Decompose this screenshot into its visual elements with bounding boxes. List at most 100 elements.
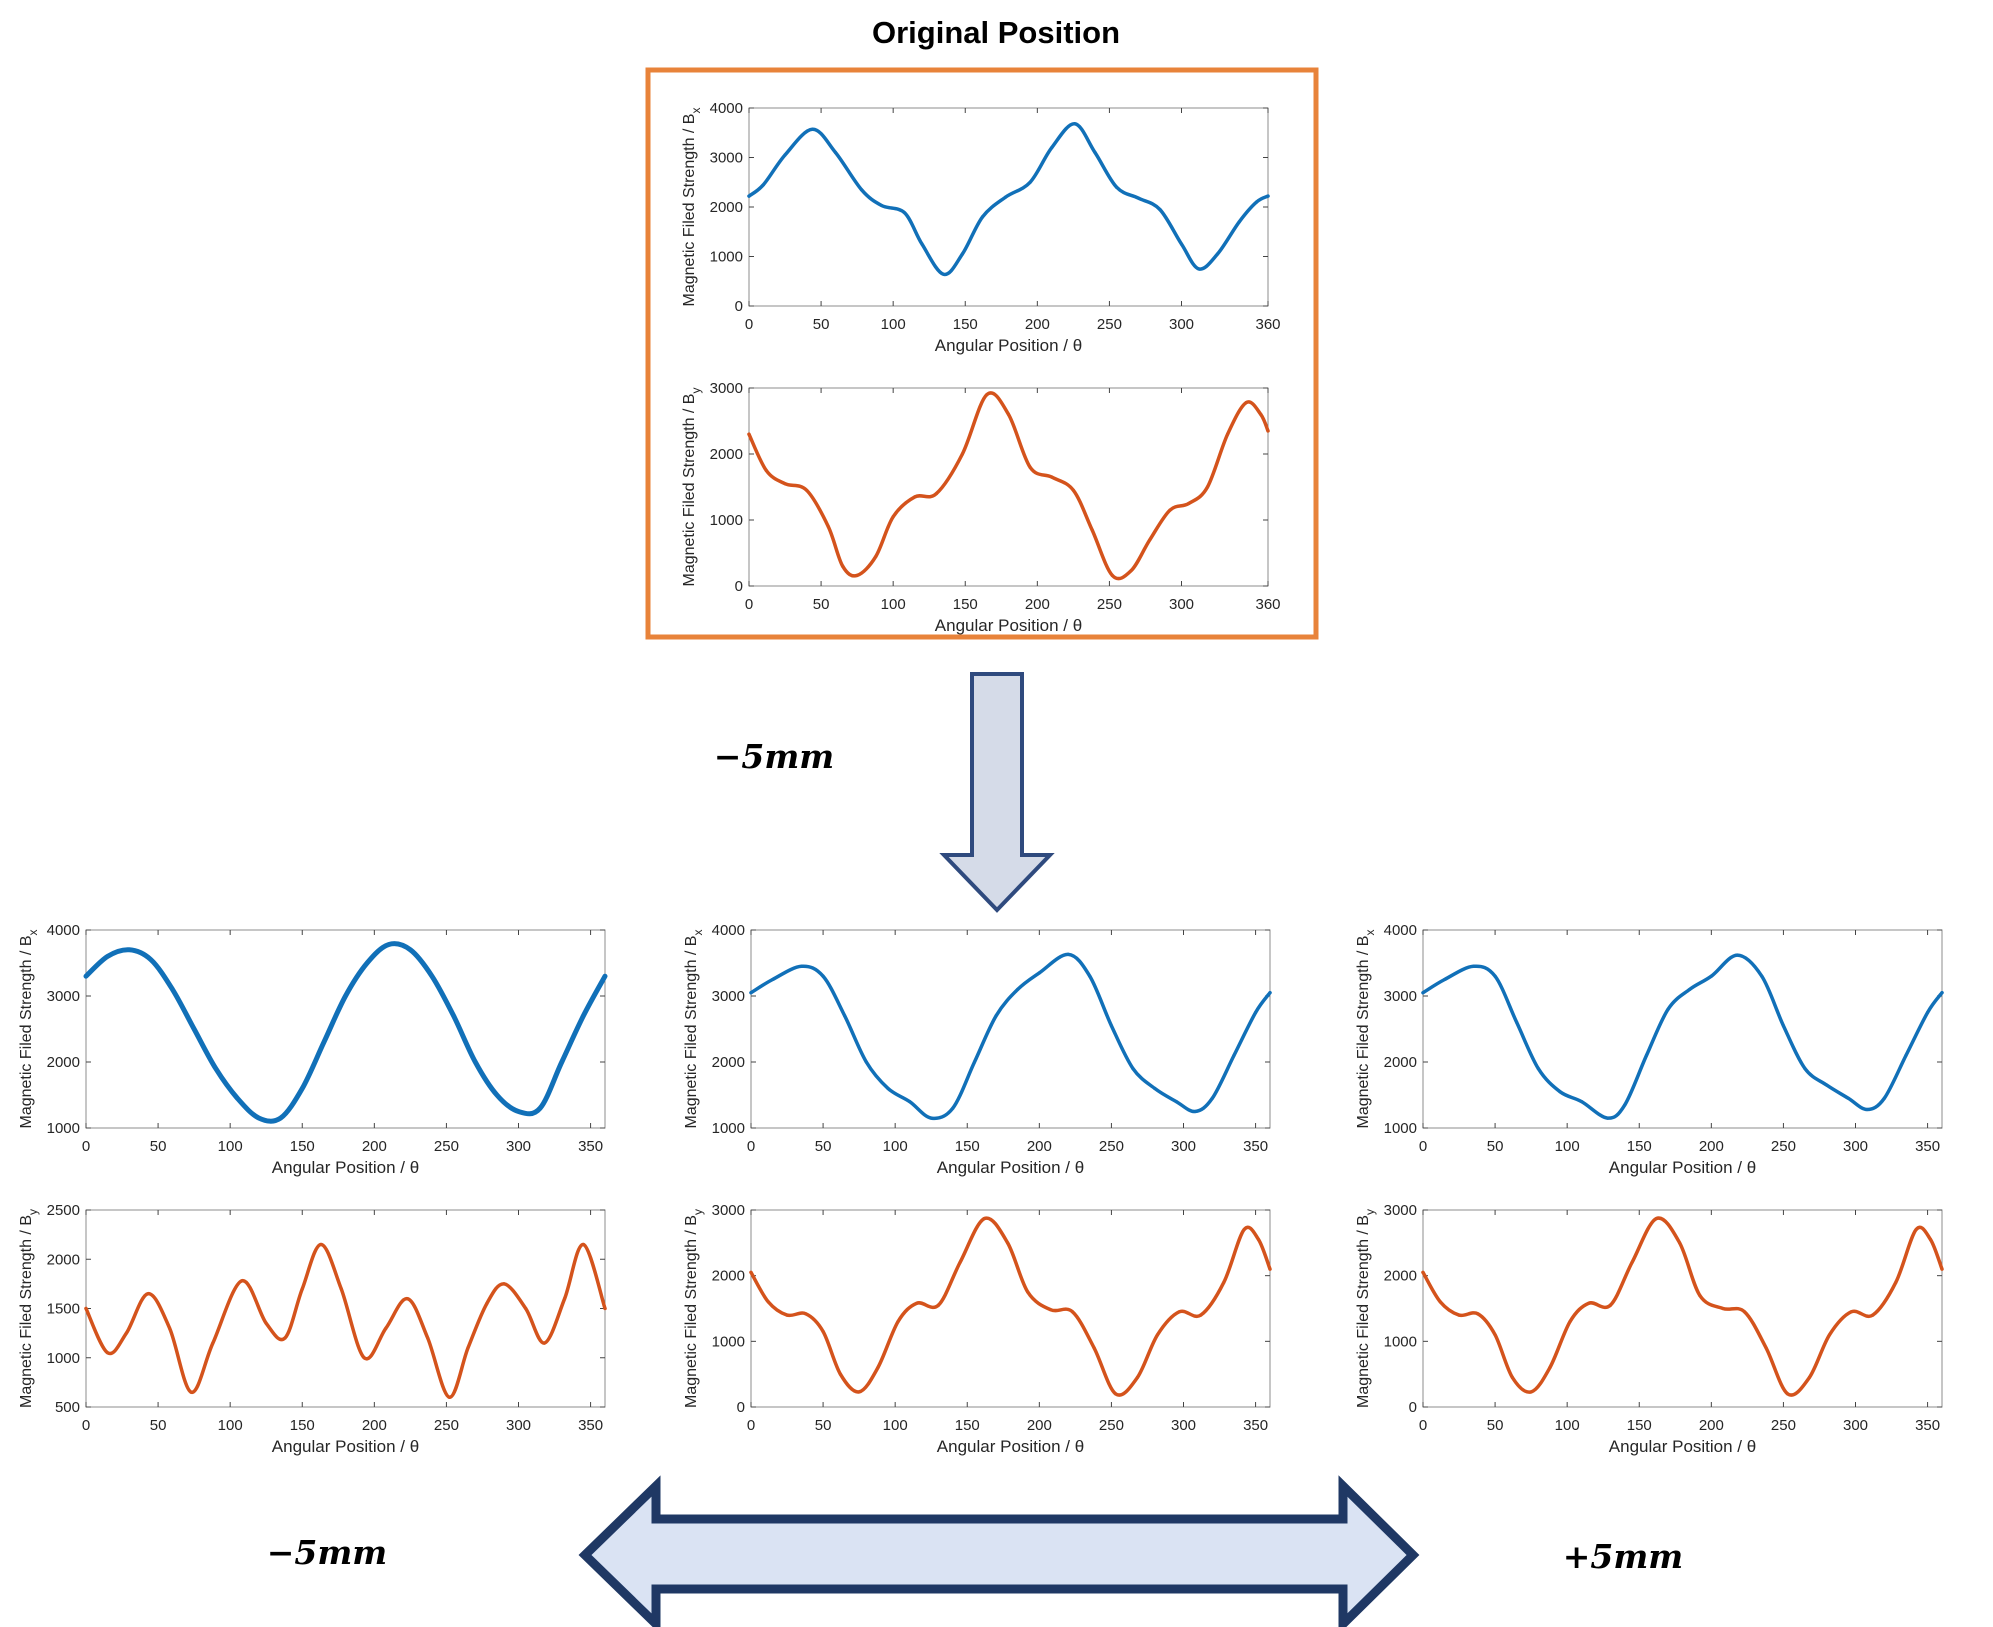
data-point <box>1580 1100 1584 1104</box>
x-tick-label: 100 <box>218 1417 243 1434</box>
data-point <box>915 1301 919 1305</box>
y-tick-label: 3000 <box>1384 988 1417 1005</box>
x-tick-label: 350 <box>578 1417 603 1434</box>
y-axis-label-subscript: y <box>1363 1209 1377 1215</box>
data-point <box>1666 1007 1670 1011</box>
data-point <box>240 1279 244 1283</box>
data-point <box>1443 977 1447 982</box>
data-point <box>857 1390 861 1394</box>
data-point <box>1471 964 1476 968</box>
data-point <box>365 961 369 965</box>
x-tick-label: 0 <box>82 1417 90 1434</box>
data-point <box>805 488 809 492</box>
y-axis-label-subscript: y <box>689 388 703 394</box>
y-tick-label: 4000 <box>47 922 80 939</box>
data-point <box>1268 991 1272 995</box>
x-tick-label: 100 <box>1555 1417 1580 1434</box>
data-point <box>405 1297 410 1301</box>
data-point <box>581 1242 586 1247</box>
plot-area <box>1422 1209 1943 1408</box>
data-point <box>749 991 753 995</box>
x-tick-label: 350 <box>1243 1417 1268 1434</box>
data-point <box>1421 1270 1425 1274</box>
data-point <box>1114 1392 1118 1396</box>
data-point <box>1016 987 1020 992</box>
x-tick-label: 300 <box>506 1138 531 1155</box>
data-point <box>1825 1083 1829 1087</box>
x-tick-label: 100 <box>883 1138 908 1155</box>
y-tick-label: 3000 <box>1384 1202 1417 1219</box>
x-tick-label: 200 <box>1699 1417 1724 1434</box>
data-point <box>1254 200 1259 204</box>
data-point <box>1179 242 1184 246</box>
data-point <box>1529 1390 1533 1394</box>
y-axis-label-subscript: y <box>26 1209 40 1215</box>
data-point <box>1109 1024 1113 1028</box>
data-point <box>747 194 751 198</box>
y-axis-label-subscript: x <box>691 930 705 936</box>
data-point <box>170 987 175 992</box>
y-axis-label-text: Magnetic Filed Strength / B <box>683 936 700 1129</box>
x-tick-label: 0 <box>747 1138 755 1155</box>
data-point <box>1004 195 1008 199</box>
data-point <box>1050 146 1054 150</box>
data-point <box>1168 508 1172 512</box>
data-point <box>214 1067 218 1071</box>
data-point <box>1205 485 1210 489</box>
data-point <box>447 1395 451 1399</box>
data-point <box>1914 1228 1918 1232</box>
y-axis-label: Magnetic Filed Strength / Bx <box>681 108 703 307</box>
y-tick-label: 3000 <box>710 150 743 167</box>
y-tick-label: 1500 <box>47 1301 80 1318</box>
data-point <box>1028 465 1032 469</box>
data-point <box>1148 538 1152 542</box>
data-point <box>408 948 412 952</box>
y-axis-label-text: Magnetic Filed Strength / B <box>1355 1215 1372 1408</box>
data-point <box>804 1312 808 1316</box>
data-point <box>485 1302 489 1306</box>
data-point <box>1026 1290 1030 1294</box>
data-point <box>1421 991 1425 995</box>
chart-orig-bx: 0 50 100 150 200 250 300 360 0 1000 2000 3000 4000 An… <box>681 100 1281 355</box>
data-point <box>1721 1306 1725 1311</box>
y-axis-label-text: Magnetic Filed Strength / B <box>1355 936 1372 1129</box>
x-tick-label: 200 <box>1699 1138 1724 1155</box>
data-point <box>189 1390 193 1394</box>
shift-right-label: +5mm <box>1563 1537 1683 1576</box>
x-axis-label: Angular Position / θ <box>272 1158 419 1177</box>
data-point <box>603 974 607 978</box>
data-point <box>960 252 965 256</box>
data-point <box>502 1282 506 1286</box>
data-point <box>826 525 830 529</box>
y-axis-label-subscript: x <box>26 930 40 936</box>
data-point <box>761 183 766 187</box>
data-point <box>1266 429 1270 433</box>
data-point <box>876 1366 880 1370</box>
data-point <box>1153 1086 1157 1090</box>
data-point <box>1259 412 1263 416</box>
data-point <box>1781 1024 1785 1028</box>
data-point <box>168 1326 172 1330</box>
data-point <box>833 150 838 155</box>
data-point <box>749 1270 753 1274</box>
data-point <box>1849 1310 1853 1314</box>
chart-right-by: 0 50 100 150 200 250 300 350 0 1000 2000 3000 Angula… <box>1355 1202 1944 1456</box>
y-tick-label: 2500 <box>47 1202 80 1219</box>
data-point <box>1174 1100 1178 1104</box>
x-tick-label: 150 <box>290 1417 315 1434</box>
data-point <box>1187 501 1191 506</box>
data-point <box>1237 220 1241 224</box>
data-point <box>538 1106 542 1110</box>
data-point <box>874 554 878 558</box>
y-tick-label: 1000 <box>712 1333 745 1350</box>
data-point <box>980 215 985 219</box>
y-tick-label: 1000 <box>47 1120 80 1137</box>
data-point <box>563 1297 567 1301</box>
data-point <box>1865 1107 1869 1112</box>
y-tick-label: 1000 <box>710 249 743 266</box>
x-tick-label: 150 <box>953 316 978 333</box>
x-axis-label: Angular Position / θ <box>1609 1158 1756 1177</box>
x-axis-label: Angular Position / θ <box>1609 1437 1756 1456</box>
x-tick-label: 150 <box>1627 1138 1652 1155</box>
